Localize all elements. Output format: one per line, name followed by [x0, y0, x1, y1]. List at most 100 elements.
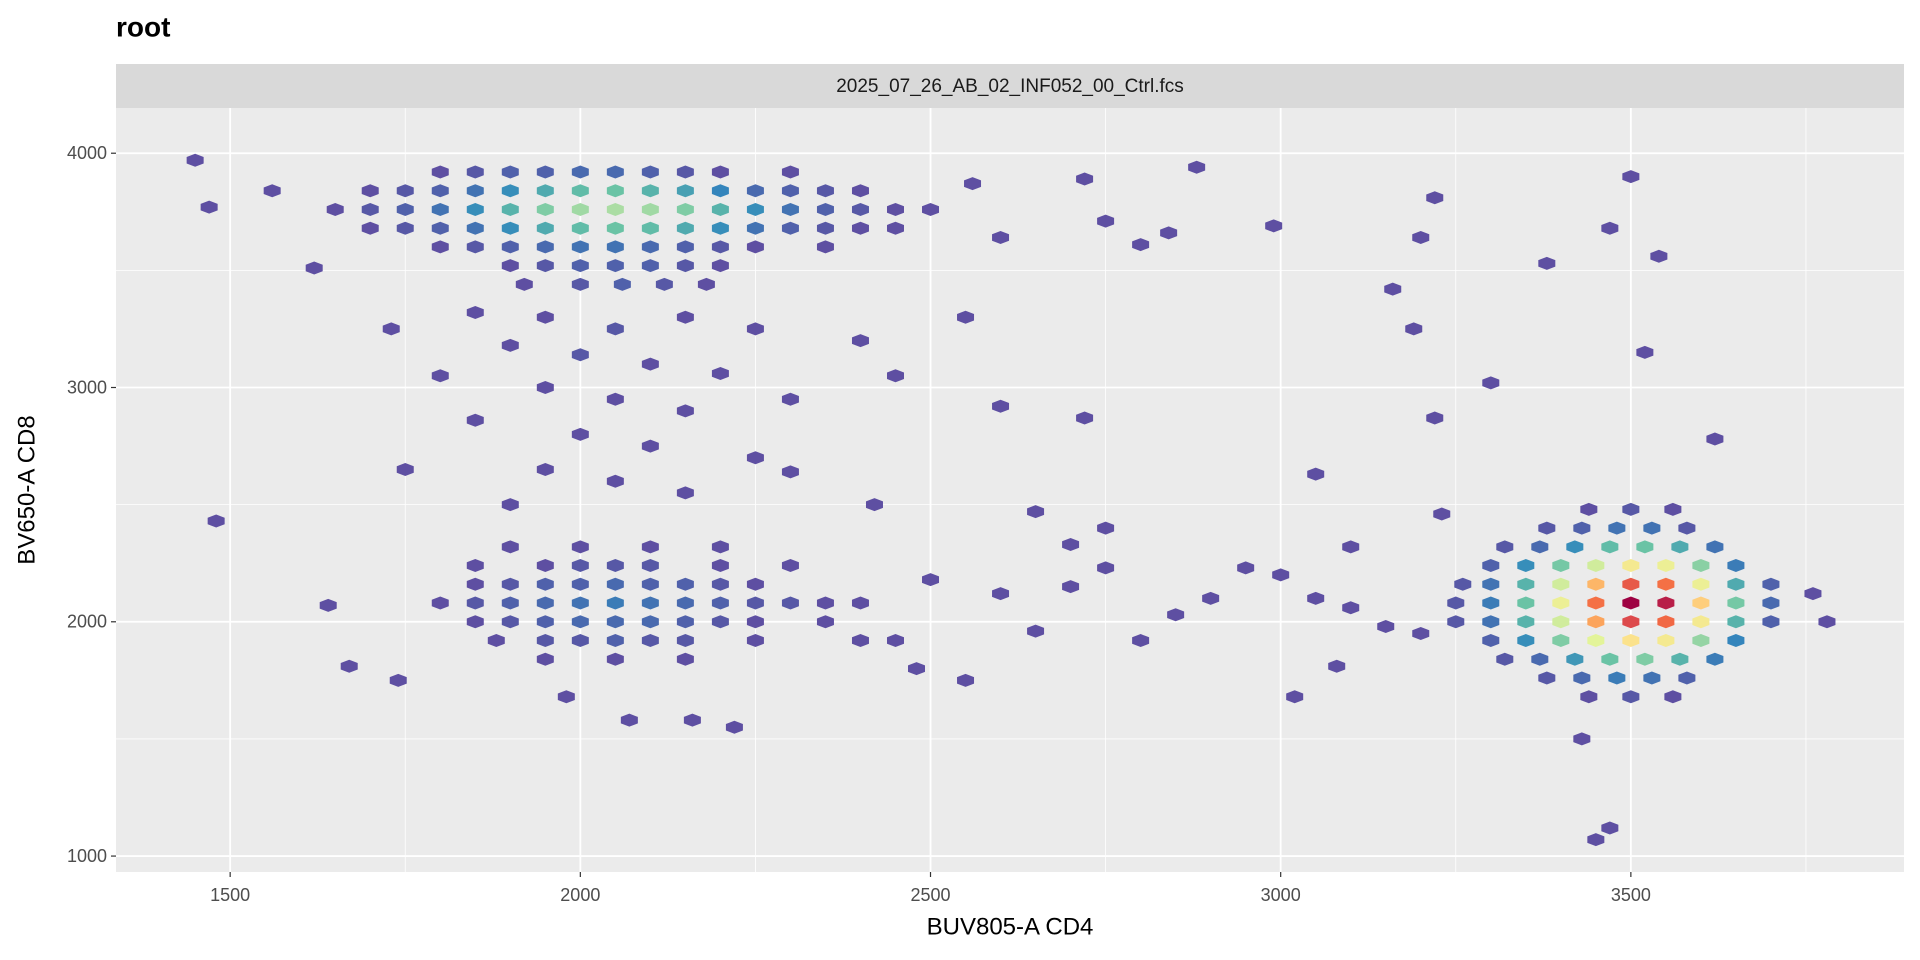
- hex-bin: [466, 615, 484, 629]
- hex-bin: [1692, 615, 1710, 629]
- hex-bin: [536, 615, 554, 629]
- hex-bin: [382, 322, 400, 336]
- hex-bin: [1496, 652, 1514, 666]
- hex-bin: [711, 259, 729, 273]
- hex-bin: [1727, 596, 1745, 610]
- hex-bin: [536, 202, 554, 216]
- hex-bin: [1286, 690, 1304, 704]
- hex-bin: [501, 615, 519, 629]
- hex-bin: [606, 184, 624, 198]
- y-tick-label: 2000: [67, 612, 107, 632]
- hex-bin: [781, 184, 799, 198]
- hex-bin: [1706, 540, 1724, 554]
- hex-bin: [1643, 671, 1661, 685]
- hex-bin: [1426, 411, 1444, 425]
- hex-bin: [1202, 591, 1220, 605]
- hex-bin: [816, 202, 834, 216]
- hex-bin: [1272, 568, 1290, 582]
- hex-bin: [992, 399, 1010, 413]
- hex-bin: [1076, 411, 1094, 425]
- hex-bin: [851, 634, 869, 648]
- hex-bin: [606, 615, 624, 629]
- hex-bin: [431, 221, 449, 235]
- hex-bin: [1132, 634, 1150, 648]
- hex-bin: [1706, 432, 1724, 446]
- hex-bin: [746, 596, 764, 610]
- hex-bin: [746, 221, 764, 235]
- hex-bin: [431, 240, 449, 254]
- panel: [116, 108, 1904, 872]
- hex-bin: [1517, 634, 1535, 648]
- hex-bin: [1727, 577, 1745, 591]
- hex-bin: [515, 277, 533, 291]
- hex-bin: [466, 413, 484, 427]
- hex-bin: [1587, 596, 1605, 610]
- y-axis-title: BV650-A CD8: [13, 415, 40, 564]
- chart-title: root: [116, 11, 170, 42]
- hex-bin: [1818, 615, 1836, 629]
- hex-bin: [571, 202, 589, 216]
- hex-bin: [501, 165, 519, 179]
- hex-bin: [431, 165, 449, 179]
- hex-bin: [571, 540, 589, 554]
- hex-bin: [1671, 652, 1689, 666]
- hex-bin: [1692, 596, 1710, 610]
- hex-bin: [711, 577, 729, 591]
- hex-bin: [501, 596, 519, 610]
- hex-bin: [1076, 172, 1094, 186]
- hex-bin: [536, 221, 554, 235]
- hex-bin: [571, 634, 589, 648]
- hex-bin: [606, 240, 624, 254]
- hex-bin: [1587, 615, 1605, 629]
- hex-bin: [571, 184, 589, 198]
- hex-bin: [1433, 507, 1451, 521]
- hex-bin: [1307, 467, 1325, 481]
- hex-bin: [1552, 596, 1570, 610]
- hex-bin: [1552, 615, 1570, 629]
- hex-bin: [571, 259, 589, 273]
- hex-bin: [326, 202, 344, 216]
- hex-bin: [536, 652, 554, 666]
- hex-bin: [1412, 231, 1430, 245]
- hex-bin: [501, 221, 519, 235]
- hex-bin: [1482, 559, 1500, 573]
- hex-bin: [1622, 596, 1640, 610]
- hex-bin: [1531, 652, 1549, 666]
- hex-bin: [1062, 580, 1080, 594]
- hex-bin: [1608, 671, 1626, 685]
- hex-bin: [781, 465, 799, 479]
- hex-bin: [389, 673, 407, 687]
- hex-bin: [1706, 652, 1724, 666]
- hex-bin: [557, 690, 575, 704]
- hex-bin: [1643, 521, 1661, 535]
- hex-bin: [641, 634, 659, 648]
- hex-bin: [1650, 249, 1668, 263]
- hex-bin: [1237, 561, 1255, 575]
- hex-bin: [1062, 537, 1080, 551]
- hex-bin: [1601, 652, 1619, 666]
- hex-bin: [466, 184, 484, 198]
- hex-bin: [1622, 559, 1640, 573]
- hex-bin: [816, 184, 834, 198]
- hex-bin: [781, 559, 799, 573]
- hex-bin: [571, 596, 589, 610]
- hex-bin: [1692, 559, 1710, 573]
- hex-bin: [1678, 521, 1696, 535]
- hex-bin: [676, 596, 694, 610]
- hex-bin: [1573, 732, 1591, 746]
- hex-bin: [606, 322, 624, 336]
- hex-bin: [676, 577, 694, 591]
- hex-bin: [466, 306, 484, 320]
- hex-bin: [641, 240, 659, 254]
- hex-bin: [655, 277, 673, 291]
- hex-bin: [1482, 376, 1500, 390]
- hex-bin: [536, 634, 554, 648]
- hex-bin: [746, 451, 764, 465]
- hex-bin: [676, 652, 694, 666]
- hex-bin: [781, 596, 799, 610]
- hex-bin: [641, 540, 659, 554]
- hex-bin: [865, 498, 883, 512]
- hex-bin: [1664, 690, 1682, 704]
- hex-bin: [186, 153, 204, 167]
- hex-bin: [1097, 521, 1115, 535]
